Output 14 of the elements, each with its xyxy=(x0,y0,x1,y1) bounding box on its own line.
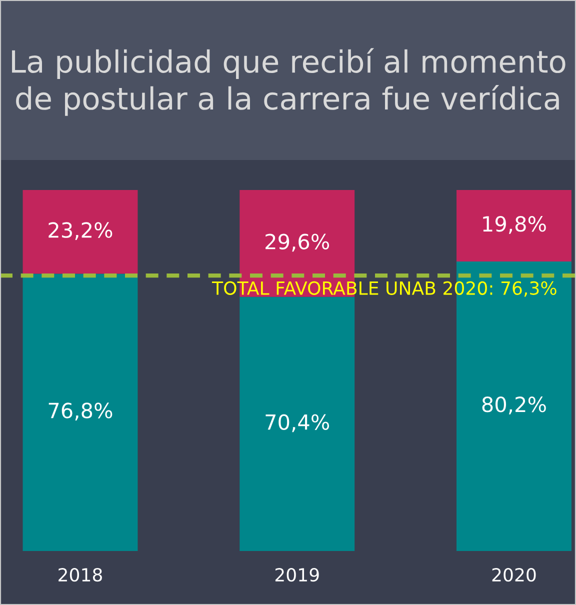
bar xyxy=(240,296,355,551)
data-label: 23,2% xyxy=(48,222,112,240)
bar xyxy=(22,274,138,551)
data-label: 70,4% xyxy=(266,414,330,432)
data-label: 29,6% xyxy=(266,234,330,252)
chart-title: La publicidad que recibí al momento de postular a la carrera fue verídica xyxy=(12,48,566,116)
x-tick-label: 2020 xyxy=(492,568,536,582)
data-label: 19,8% xyxy=(483,216,546,234)
bar xyxy=(456,190,572,262)
x-tick-label: 2018 xyxy=(58,568,102,582)
bar xyxy=(22,190,138,274)
data-label: 80,2% xyxy=(482,396,546,414)
x-tick-label: 2019 xyxy=(275,568,319,582)
data-label: 76,8% xyxy=(48,402,112,421)
